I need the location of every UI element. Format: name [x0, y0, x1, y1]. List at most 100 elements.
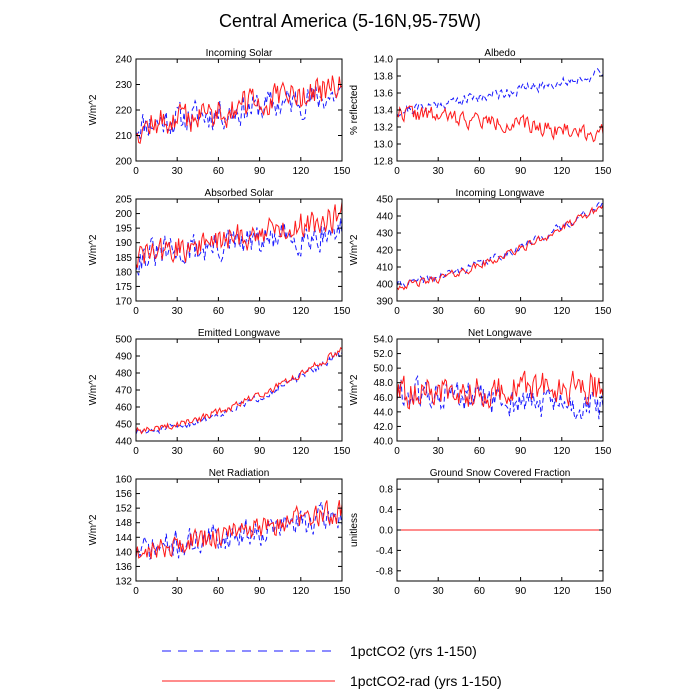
series-line-1pctco2-yrs-1-150-incoming-solar [136, 84, 342, 140]
y-tick-label: 132 [115, 577, 132, 588]
x-tick-label: 90 [515, 586, 527, 597]
x-tick-label: 90 [254, 166, 266, 177]
y-tick-label: 410 [376, 263, 393, 274]
series-line-1pctco2-rad-yrs-1-150-net-longwave [397, 370, 603, 410]
y-tick-label: 12.8 [374, 157, 394, 168]
panel-net-longwave: 0 30 60 90 120 150 40.0 42.0 44.0 46.0 48.0 50.0 52.… [349, 328, 612, 457]
legend: 1pctCO2 (yrs 1-150) 1pctCO2-rad (yrs 1-1… [162, 643, 502, 689]
panel-title: Ground Snow Covered Fraction [430, 468, 571, 479]
y-tick-label: 240 [115, 55, 132, 66]
panel-title: Net Longwave [468, 328, 532, 339]
x-tick-label: 120 [292, 586, 309, 597]
panel-title: Absorbed Solar [205, 188, 275, 199]
y-axis-label: W/m^2 [88, 374, 99, 405]
x-tick-label: 0 [394, 306, 400, 317]
panel-ground-snow-covered-fraction: 0 30 60 90 120 150 -0.8 -0.4 0.0 0.4 0.8 Ground Sno… [349, 468, 612, 597]
x-tick-label: 120 [292, 306, 309, 317]
figure-title: Central America (5-16N,95-75W) [219, 11, 481, 31]
y-tick-label: 0.8 [379, 485, 393, 496]
plot-frame [135, 58, 343, 162]
y-tick-label: 152 [115, 504, 132, 515]
x-tick-label: 0 [133, 166, 139, 177]
y-tick-label: 50.0 [374, 364, 394, 375]
series-line-1pctco2-yrs-1-150-emitted-longwave [136, 350, 342, 435]
x-tick-label: 0 [394, 166, 400, 177]
y-tick-label: 460 [115, 403, 132, 414]
y-axis-label: W/m^2 [88, 94, 99, 125]
series-line-1pctco2-rad-yrs-1-150-net-radiation [136, 500, 342, 559]
series-line-1pctco2-rad-yrs-1-150-albedo [397, 105, 603, 143]
panel-incoming-longwave: 0 30 60 90 120 150 390 400 410 420 430 440 450 Incomi… [349, 188, 612, 317]
panel-incoming-solar: 0 30 60 90 120 150 200 210 220 230 240 Incoming Sol… [88, 48, 351, 177]
y-axis-label: unitless [349, 513, 360, 547]
y-tick-label: 170 [115, 297, 132, 308]
x-tick-label: 90 [515, 166, 527, 177]
y-tick-label: 42.0 [374, 422, 394, 433]
x-tick-label: 30 [433, 446, 445, 457]
y-tick-label: -0.8 [376, 566, 394, 577]
y-tick-label: 144 [115, 533, 132, 544]
x-tick-label: 120 [553, 166, 570, 177]
x-tick-label: 60 [474, 166, 486, 177]
y-axis-label: W/m^2 [349, 374, 360, 405]
x-tick-label: 0 [394, 446, 400, 457]
y-tick-label: -0.4 [376, 546, 394, 557]
x-tick-label: 150 [595, 166, 612, 177]
x-tick-label: 0 [133, 586, 139, 597]
x-tick-label: 30 [433, 306, 445, 317]
x-tick-label: 60 [213, 446, 225, 457]
series-line-1pctco2-yrs-1-150-albedo [397, 67, 603, 117]
plot-frame [396, 198, 604, 302]
x-tick-label: 0 [133, 446, 139, 457]
series-line-1pctco2-yrs-1-150-incoming-longwave [397, 200, 603, 289]
panel-title: Albedo [484, 48, 516, 59]
y-tick-label: 136 [115, 562, 132, 573]
x-tick-label: 30 [172, 306, 184, 317]
y-tick-label: 13.2 [374, 123, 394, 134]
y-tick-label: 450 [376, 195, 393, 206]
x-tick-label: 60 [474, 306, 486, 317]
panel-absorbed-solar: 0 30 60 90 120 150 170 175 180 185 190 195 200 205 Abs… [88, 188, 351, 317]
x-tick-label: 60 [213, 586, 225, 597]
y-tick-label: 156 [115, 489, 132, 500]
x-tick-label: 0 [394, 586, 400, 597]
panel-title: Emitted Longwave [198, 328, 281, 339]
x-tick-label: 30 [172, 446, 184, 457]
y-tick-label: 200 [115, 157, 132, 168]
x-tick-label: 90 [254, 306, 266, 317]
x-tick-label: 150 [334, 166, 351, 177]
y-tick-label: 200 [115, 209, 132, 220]
x-tick-label: 150 [334, 446, 351, 457]
x-tick-label: 60 [213, 306, 225, 317]
x-tick-label: 150 [595, 306, 612, 317]
y-tick-label: 13.0 [374, 140, 394, 151]
y-tick-label: 220 [115, 106, 132, 117]
y-tick-label: 470 [115, 386, 132, 397]
y-tick-label: 400 [376, 280, 393, 291]
x-tick-label: 120 [292, 446, 309, 457]
y-tick-label: 13.8 [374, 72, 394, 83]
panel-albedo: 0 30 60 90 120 150 12.8 13.0 13.2 13.4 13.6 13.8 14.… [349, 48, 612, 177]
plot-frame [396, 338, 604, 442]
y-tick-label: 13.4 [374, 106, 394, 117]
y-tick-label: 440 [115, 437, 132, 448]
series-line-1pctco2-rad-yrs-1-150-incoming-longwave [397, 204, 603, 291]
x-tick-label: 60 [213, 166, 225, 177]
y-tick-label: 390 [376, 297, 393, 308]
x-tick-label: 60 [474, 586, 486, 597]
y-tick-label: 14.0 [374, 55, 394, 66]
y-tick-label: 180 [115, 267, 132, 278]
x-tick-label: 90 [254, 446, 266, 457]
y-tick-label: 190 [115, 238, 132, 249]
x-tick-label: 30 [433, 586, 445, 597]
x-tick-label: 60 [474, 446, 486, 457]
x-tick-label: 30 [172, 166, 184, 177]
legend-label-1pctco2-rad: 1pctCO2-rad (yrs 1-150) [350, 673, 502, 689]
x-tick-label: 150 [595, 586, 612, 597]
y-tick-label: 54.0 [374, 335, 394, 346]
y-tick-label: 13.6 [374, 89, 394, 100]
series-line-1pctco2-rad-yrs-1-150-emitted-longwave [136, 346, 342, 435]
y-tick-label: 500 [115, 335, 132, 346]
x-tick-label: 90 [254, 586, 266, 597]
